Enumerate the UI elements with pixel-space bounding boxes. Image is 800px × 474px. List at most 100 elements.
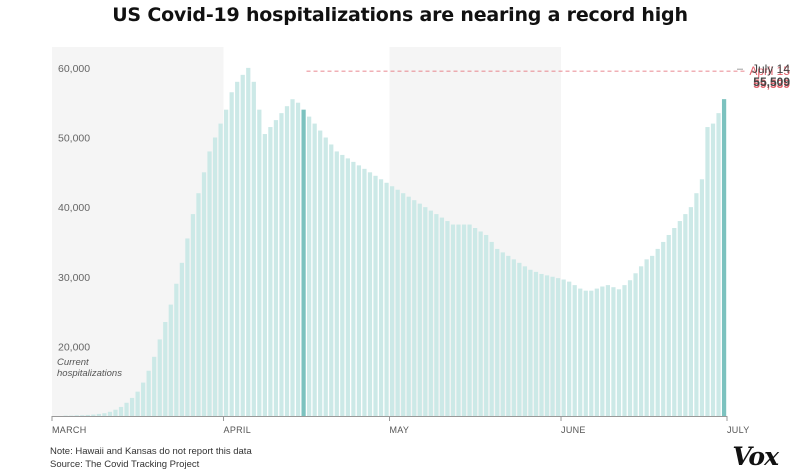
bar (561, 279, 566, 416)
month-label: MAY (390, 425, 410, 435)
bar (384, 182, 389, 416)
bar (113, 409, 118, 416)
bar (190, 214, 196, 416)
bar (367, 172, 373, 416)
bar (589, 290, 594, 416)
bar (705, 127, 710, 416)
bar (96, 413, 101, 416)
month-label: JULY (727, 425, 750, 435)
bar (212, 137, 218, 416)
bar (345, 158, 350, 416)
bar (417, 203, 422, 416)
july-annotation-value: 55,509 (753, 75, 790, 89)
bar (290, 99, 295, 416)
bar (616, 289, 622, 416)
bar (412, 200, 417, 416)
bar (661, 241, 666, 416)
bar (672, 228, 677, 416)
bar (445, 221, 450, 416)
bar (472, 228, 478, 416)
bar (511, 259, 516, 416)
bar (157, 339, 162, 416)
bar (467, 224, 472, 416)
bar (390, 186, 395, 416)
bar (273, 120, 279, 417)
bar (627, 280, 633, 416)
bar (456, 224, 461, 416)
bar (378, 179, 384, 416)
bar (356, 165, 362, 416)
footer-source: Source: The Covid Tracking Project (50, 459, 200, 470)
bar (340, 154, 345, 416)
bar (522, 266, 528, 416)
bar (168, 304, 173, 416)
bar (163, 322, 168, 416)
bar (351, 161, 356, 416)
bar (528, 269, 533, 416)
bar (257, 109, 262, 417)
bar (74, 415, 79, 416)
y-tick-label: 40,000 (58, 202, 90, 214)
bar (506, 255, 511, 416)
bar (517, 262, 522, 416)
bar (567, 281, 572, 416)
bar (307, 116, 312, 416)
bar (401, 193, 406, 416)
month-label: MARCH (52, 425, 87, 435)
april-annotation-label: April 15 (749, 64, 790, 78)
bar (207, 151, 212, 416)
bar (716, 113, 721, 416)
y-tick-label: 50,000 (58, 133, 90, 145)
bar (229, 92, 234, 417)
bar (262, 134, 267, 416)
bar-series (63, 67, 727, 417)
footer-note: Note: Hawaii and Kansas do not report th… (50, 446, 252, 457)
bar (179, 262, 184, 416)
bar (80, 415, 85, 416)
chart-title: US Covid-19 hospitalizations are nearing… (112, 4, 688, 26)
bar (489, 241, 494, 416)
bar (129, 397, 135, 416)
y-tick-label: 30,000 (58, 272, 90, 284)
bar (583, 290, 588, 416)
x-axis: MARCH APRIL MAY JUNE JULY (51, 416, 750, 435)
bar (572, 285, 577, 416)
bar (318, 130, 323, 416)
bar (611, 287, 616, 416)
bar (284, 106, 290, 416)
bar (578, 288, 583, 416)
bar (124, 402, 129, 416)
bar (135, 391, 140, 416)
bar (152, 356, 157, 416)
bar (423, 207, 428, 416)
y-tick-label: 60,000 (58, 63, 90, 75)
bar (721, 99, 727, 416)
bar (295, 102, 301, 416)
bar (85, 414, 90, 416)
bar (539, 273, 544, 416)
bar (334, 151, 339, 416)
bar (694, 193, 699, 416)
bar (395, 189, 400, 416)
y-axis-ticks: 20,000 30,000 40,000 50,000 60,000 (58, 63, 90, 353)
bar (555, 278, 561, 416)
bar (500, 252, 505, 416)
bar (655, 248, 660, 416)
bar (174, 283, 179, 416)
bar (323, 137, 328, 416)
bar (118, 406, 124, 416)
bar (201, 172, 207, 416)
bar (224, 109, 229, 417)
bar (301, 109, 306, 417)
bar (633, 273, 638, 416)
bar (406, 196, 411, 416)
bar (600, 286, 605, 416)
bar (362, 168, 367, 416)
bar (650, 255, 655, 416)
month-label: APRIL (224, 425, 252, 435)
bar (218, 123, 223, 417)
bar (439, 217, 445, 416)
bar (550, 276, 555, 416)
